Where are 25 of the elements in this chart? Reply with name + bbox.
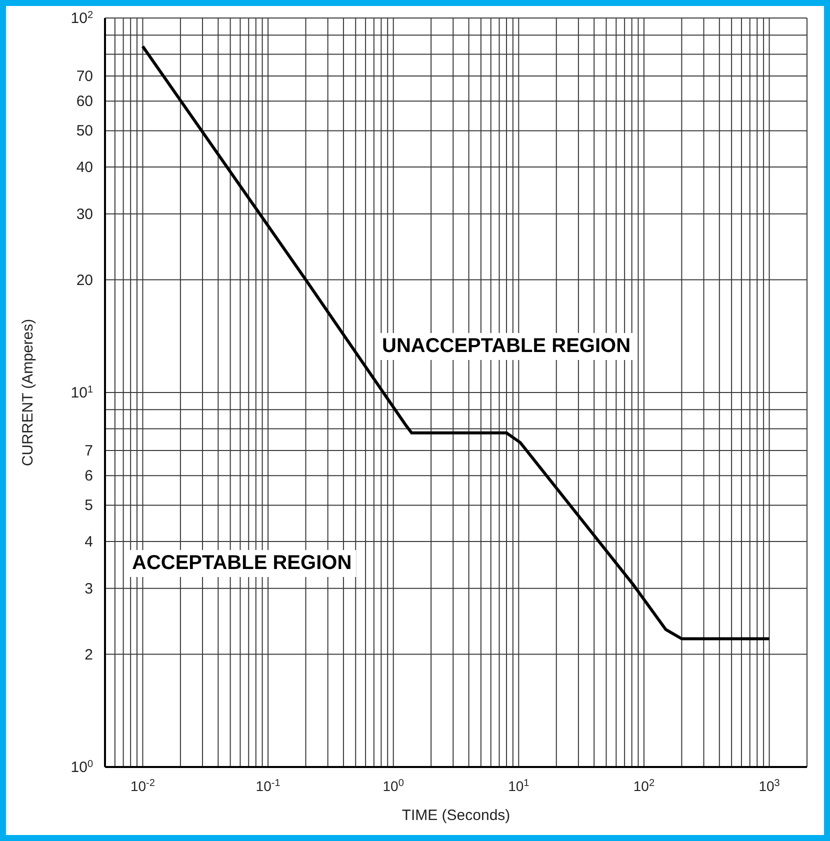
y-tick-label: 2: [84, 646, 93, 664]
x-tick-label: 10$^{1}$: [508, 778, 530, 794]
annotation: UNACCEPTABLE REGION: [378, 333, 635, 360]
y-tick-label: 6: [84, 468, 93, 485]
y-axis-title: CURRENT (Amperes): [19, 318, 36, 466]
annotation: ACCEPTABLE REGION: [128, 550, 356, 577]
y-tick-label: 10$^{2}$: [70, 10, 94, 27]
y-tick-label: 60: [76, 93, 93, 110]
y-tick-label: 5: [84, 497, 93, 514]
x-tick-label: 10$^{2}$: [633, 778, 655, 794]
x-tick-label: 10$^{3}$: [758, 778, 780, 794]
x-axis-title: TIME (Seconds): [402, 807, 510, 824]
x-tick-label: 10$^{-2}$: [130, 778, 156, 794]
y-tick-label: 10$^{0}$: [70, 758, 94, 776]
x-tick-label: 10$^{0}$: [382, 778, 404, 794]
y-tick-label: 10$^{1}$: [70, 384, 94, 402]
y-tick-label: 3: [84, 580, 93, 598]
y-tick-label: 40: [76, 159, 93, 176]
y-tick-label: 20: [76, 272, 93, 289]
y-tick-label: 50: [76, 122, 93, 140]
y-tick-label: 7: [84, 442, 93, 460]
y-tick-label: 30: [76, 206, 93, 223]
x-tick-label: 10$^{-1}$: [256, 778, 281, 794]
y-tick-label: 70: [76, 68, 93, 86]
y-tick-label: 4: [84, 534, 93, 551]
